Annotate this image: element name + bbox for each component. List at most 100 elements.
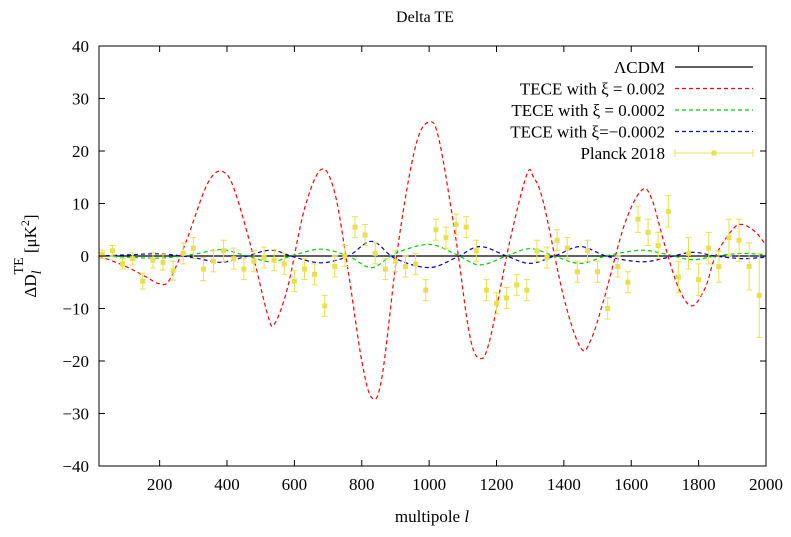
series-line-1: [99, 121, 766, 400]
y-tick-label: −40: [62, 457, 89, 476]
planck-point: [291, 270, 298, 293]
data-point: [372, 250, 378, 256]
data-point: [231, 256, 237, 262]
legend-label: TECE with ξ = 0.002: [520, 80, 665, 99]
planck-point: [756, 252, 763, 338]
planck-point: [422, 279, 429, 302]
legend-marker: [711, 150, 717, 156]
data-point: [211, 258, 217, 264]
data-point: [655, 243, 661, 248]
y-tick-label: 30: [72, 90, 89, 109]
x-tick-label: 600: [282, 475, 308, 494]
planck-point: [160, 253, 167, 271]
planck-point: [412, 252, 419, 275]
data-point: [574, 269, 580, 275]
planck-point: [594, 260, 601, 283]
planck-point: [503, 287, 510, 309]
planck-point: [281, 252, 288, 275]
data-point: [686, 250, 692, 256]
planck-point: [271, 249, 278, 272]
planck-point: [432, 218, 439, 241]
data-point: [494, 300, 500, 306]
x-axis-label: multipole l: [395, 507, 469, 526]
planck-point: [200, 257, 207, 282]
y-tick-label: −10: [62, 300, 89, 319]
y-tick-label: −30: [62, 405, 89, 424]
x-tick-label: 1000: [412, 475, 446, 494]
x-tick-label: 1400: [547, 475, 581, 494]
data-point: [746, 264, 752, 269]
legend-label: Planck 2018: [580, 144, 665, 163]
data-point: [352, 224, 358, 230]
planck-point: [453, 213, 460, 236]
x-tick-label: 1200: [480, 475, 514, 494]
planck-point: [99, 249, 106, 260]
data-point: [403, 264, 409, 269]
data-point: [322, 303, 328, 309]
data-point: [595, 269, 601, 275]
planck-point: [645, 218, 652, 246]
data-point: [251, 258, 257, 264]
data-point: [109, 248, 115, 254]
y-tick-label: 10: [72, 195, 89, 214]
data-point: [261, 255, 267, 261]
data-point: [140, 278, 146, 284]
data-point: [392, 258, 398, 264]
x-tick-label: 200: [147, 475, 173, 494]
planck-point: [574, 260, 581, 283]
series-line-3: [99, 240, 766, 269]
axis-ticks: 200 400 600 800 1000 1200 1400 1600 1800 2000−40−…: [62, 37, 783, 494]
planck-point: [483, 279, 490, 302]
data-point: [413, 261, 419, 267]
data-point: [190, 245, 196, 251]
y-tick-label: −20: [62, 352, 89, 371]
planck-point: [544, 246, 551, 269]
data-point: [301, 266, 307, 272]
data-point: [504, 295, 510, 301]
planck-point: [523, 279, 530, 302]
data-point: [463, 224, 469, 230]
chart-title: Delta TE: [396, 9, 454, 26]
planck-point: [655, 231, 662, 260]
legend-label: TECE with ξ=−0.0002: [510, 123, 665, 142]
data-point: [544, 255, 550, 261]
data-point: [170, 268, 176, 274]
planck-point: [170, 260, 177, 281]
x-tick-label: 800: [349, 475, 375, 494]
data-point: [443, 235, 449, 241]
data-point: [180, 250, 186, 256]
planck-point: [705, 231, 712, 265]
legend-label: TECE with ξ = 0.0002: [511, 101, 665, 120]
planck-point: [624, 271, 631, 294]
planck-point: [513, 273, 520, 296]
planck-point: [240, 258, 247, 281]
planck-point: [604, 297, 611, 320]
planck-point: [261, 246, 268, 269]
planck-point: [372, 242, 379, 265]
data-point: [150, 257, 156, 263]
data-point: [160, 259, 166, 265]
data-point: [736, 237, 742, 243]
planck-point: [139, 272, 146, 290]
data-point: [716, 264, 722, 269]
data-point: [625, 279, 631, 285]
legend-label: ΛCDM: [614, 58, 665, 77]
planck-point: [119, 258, 126, 270]
planck-point: [493, 292, 500, 315]
data-point: [221, 248, 227, 254]
data-point: [362, 232, 368, 238]
data-point: [99, 251, 105, 257]
data-point: [615, 264, 621, 269]
planck-point: [564, 237, 571, 260]
data-point: [696, 277, 702, 283]
planck-point: [321, 294, 328, 317]
planck-point: [463, 216, 470, 239]
planck-point: [554, 229, 561, 252]
planck-point: [695, 263, 702, 296]
planck-point: [402, 255, 409, 278]
legend: ΛCDM TECE with ξ = 0.002 TECE with ξ = 0.0…: [510, 58, 754, 163]
planck-point: [382, 258, 389, 281]
x-tick-label: 1800: [682, 475, 716, 494]
data-point: [130, 256, 136, 262]
planck-point: [129, 251, 136, 266]
